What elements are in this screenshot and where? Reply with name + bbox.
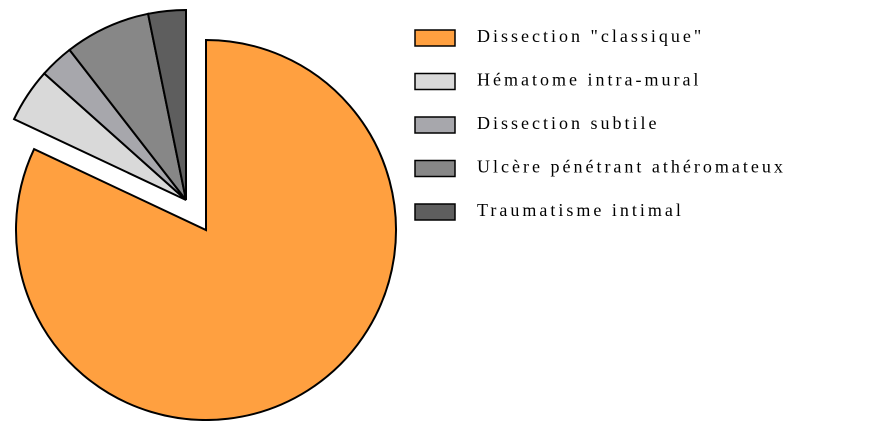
legend-swatch: [414, 29, 456, 47]
legend-label: Dissection subtile: [477, 113, 660, 133]
legend-swatch: [414, 116, 456, 134]
legend-swatch: [414, 72, 456, 91]
pie-slice: [15, 38, 397, 421]
legend-swatch: [414, 159, 456, 178]
pie-slice: [146, 8, 187, 201]
legend-label: Traumatisme intimal: [477, 200, 684, 220]
legend-label: Hématome intra-mural: [477, 70, 701, 90]
legend-label: Ulcère pénétrant athéromateux: [477, 157, 786, 177]
legend-label: Dissection "classique": [477, 26, 704, 46]
legend-swatch: [414, 203, 456, 221]
